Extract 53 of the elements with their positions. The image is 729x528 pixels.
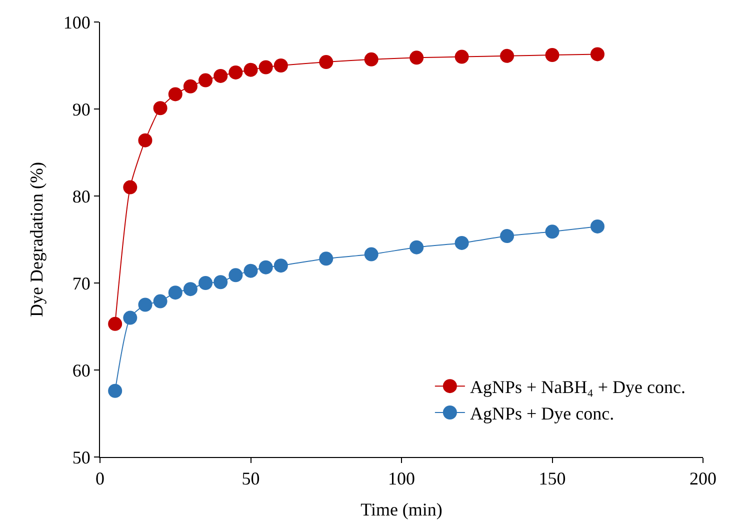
point <box>108 384 122 398</box>
x-tick-label: 100 <box>388 468 415 489</box>
point <box>410 240 424 254</box>
point <box>410 50 424 65</box>
legend-label: AgNPs + NaBH₄ + Dye conc. <box>470 377 686 398</box>
point <box>319 252 334 266</box>
point <box>258 260 273 274</box>
point <box>108 316 122 331</box>
point <box>198 276 213 290</box>
point <box>123 180 138 194</box>
x-tick-label: 200 <box>690 468 716 489</box>
point <box>123 310 138 325</box>
point <box>214 68 228 83</box>
point <box>500 48 514 63</box>
x-tick-label: 150 <box>538 468 566 489</box>
point <box>590 47 604 62</box>
point <box>244 62 258 77</box>
y-tick-label: 70 <box>72 273 90 294</box>
point <box>319 55 334 70</box>
point <box>228 268 243 282</box>
point <box>545 224 560 239</box>
y-tick-label: 90 <box>72 99 90 120</box>
y-tick-label: 50 <box>72 447 90 468</box>
point <box>138 298 152 312</box>
legend-label: AgNPs + Dye conc. <box>470 404 614 424</box>
x-axis-title: Time (min) <box>360 500 442 520</box>
point <box>500 229 514 244</box>
y-tick-label: 80 <box>72 186 90 206</box>
point <box>454 236 469 250</box>
y-tick-label: 60 <box>72 360 90 380</box>
point <box>183 282 198 296</box>
y-tick-label: 100 <box>63 12 90 32</box>
point <box>590 219 604 234</box>
point <box>274 258 288 273</box>
point <box>153 101 168 116</box>
point <box>168 87 182 102</box>
point <box>258 60 273 74</box>
point <box>214 275 228 290</box>
point <box>198 73 213 88</box>
point <box>274 58 288 72</box>
point <box>364 247 378 262</box>
point <box>545 48 560 62</box>
point <box>364 52 378 66</box>
point <box>454 50 469 64</box>
point <box>183 79 198 94</box>
y-axis-title: Dye Degradation (%) <box>26 162 47 317</box>
x-tick-label: 0 <box>96 468 104 489</box>
point <box>244 264 258 278</box>
point <box>138 133 152 148</box>
x-tick-label: 50 <box>242 468 260 489</box>
point <box>168 286 182 300</box>
point <box>228 65 243 80</box>
point <box>153 294 168 308</box>
